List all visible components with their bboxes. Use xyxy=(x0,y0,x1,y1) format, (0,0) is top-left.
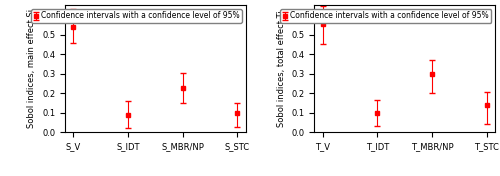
Y-axis label: Sobol indices, total effect Ti: Sobol indices, total effect Ti xyxy=(277,10,286,127)
Legend: Confidence intervals with a confidence level of 95%: Confidence intervals with a confidence l… xyxy=(280,9,491,23)
Legend: Confidence intervals with a confidence level of 95%: Confidence intervals with a confidence l… xyxy=(31,9,242,23)
Y-axis label: Sobol indices, main effect Si: Sobol indices, main effect Si xyxy=(28,9,36,128)
